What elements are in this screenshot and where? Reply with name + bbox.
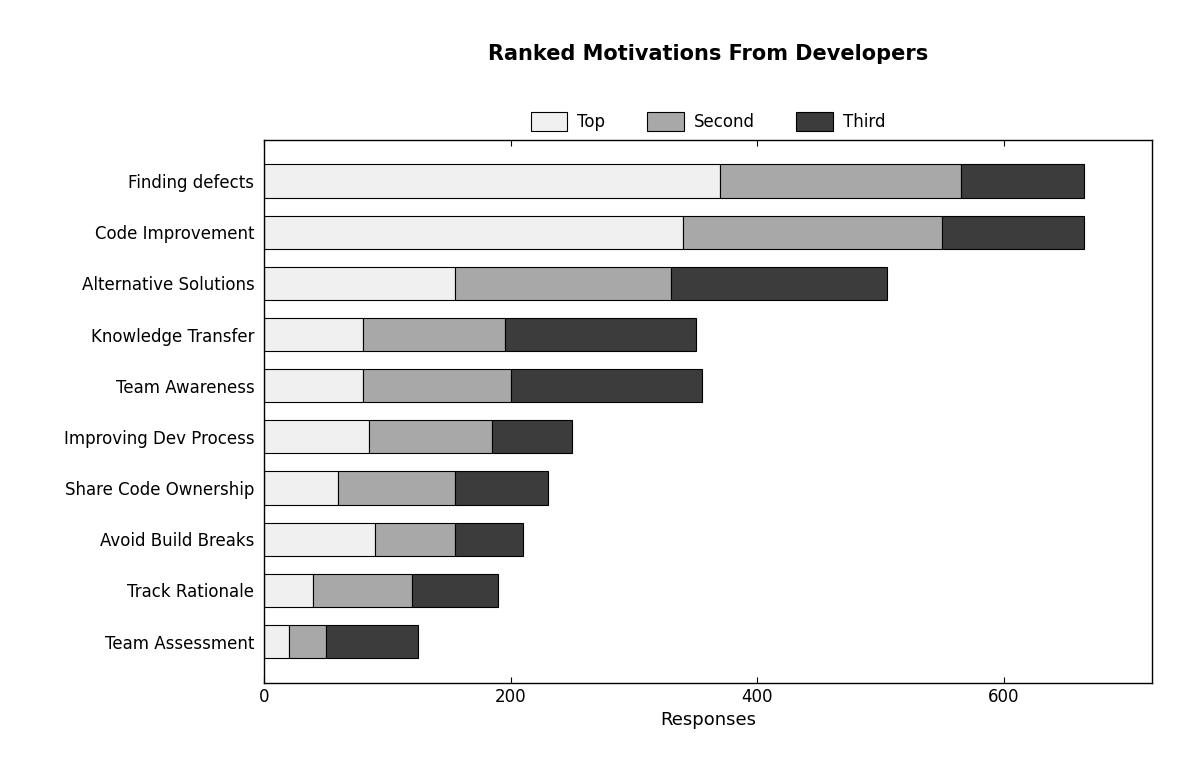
Bar <box>264 165 720 198</box>
Bar <box>683 216 942 249</box>
Bar <box>961 165 1084 198</box>
Bar <box>264 471 338 504</box>
Bar <box>942 216 1084 249</box>
Bar <box>720 165 961 198</box>
Bar <box>671 267 887 300</box>
Bar <box>338 471 455 504</box>
Bar <box>492 421 572 453</box>
Bar <box>264 369 362 402</box>
Bar <box>325 625 418 658</box>
Bar <box>264 267 455 300</box>
Bar <box>264 216 683 249</box>
X-axis label: Responses: Responses <box>660 712 756 729</box>
Legend: Top, Second, Third: Top, Second, Third <box>524 106 892 138</box>
Bar <box>362 318 504 352</box>
Bar <box>264 421 368 453</box>
Bar <box>455 471 547 504</box>
Bar <box>362 369 511 402</box>
Bar <box>313 573 412 607</box>
Bar <box>289 625 325 658</box>
Bar <box>374 522 455 556</box>
Bar <box>264 573 313 607</box>
Bar <box>264 318 362 352</box>
Text: Ranked Motivations From Developers: Ranked Motivations From Developers <box>488 44 928 64</box>
Bar <box>504 318 696 352</box>
Bar <box>511 369 702 402</box>
Bar <box>455 267 671 300</box>
Bar <box>412 573 498 607</box>
Bar <box>264 522 374 556</box>
Bar <box>264 625 289 658</box>
Bar <box>455 522 523 556</box>
Bar <box>368 421 492 453</box>
